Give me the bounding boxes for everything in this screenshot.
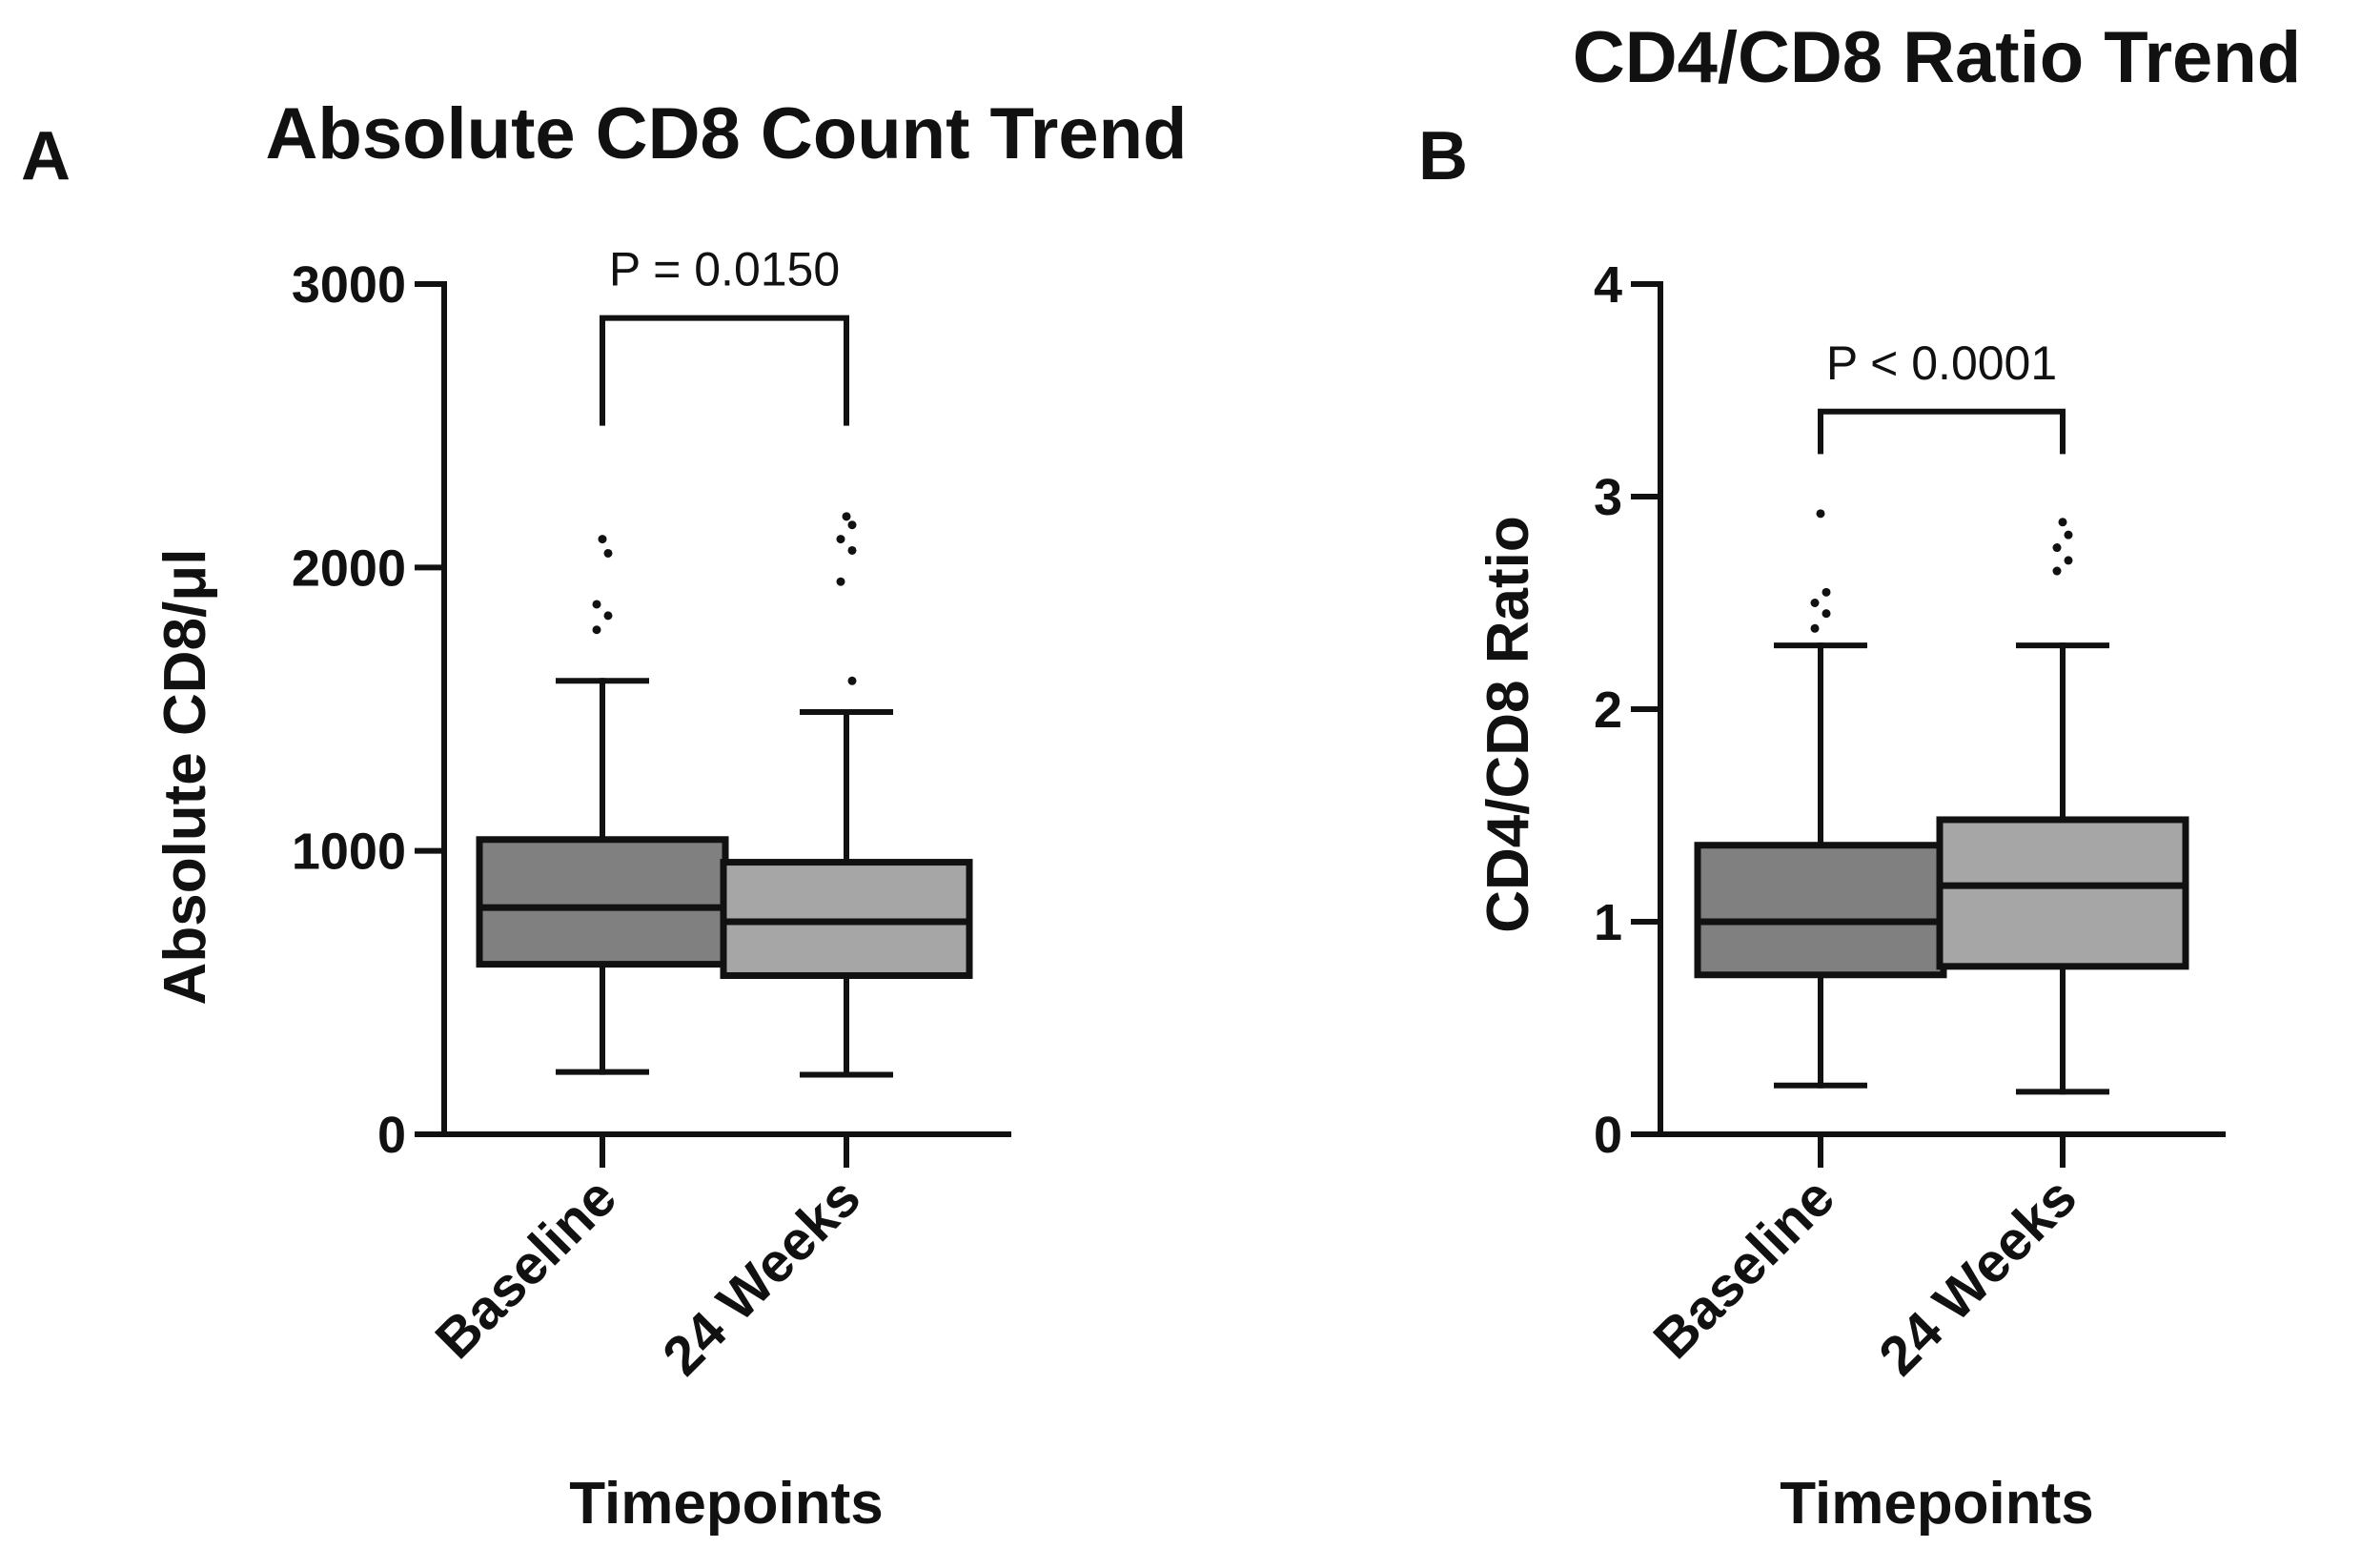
chart-a-outlier-point bbox=[598, 535, 607, 544]
chart-a-box bbox=[476, 836, 729, 968]
chart-b-box bbox=[1694, 842, 1947, 979]
chart-b-x-axis-label: Timepoints bbox=[1780, 1471, 2094, 1537]
chart-b-outlier-point bbox=[1810, 599, 1820, 607]
chart-b-outlier-point bbox=[2058, 518, 2067, 527]
chart-a-outlier-point bbox=[603, 611, 613, 621]
chart-b-outlier-point bbox=[2064, 530, 2073, 540]
chart-b-outlier-point bbox=[1822, 587, 1831, 597]
chart-b-plot: 0 1 2 3 4 Baseline 24 Weeks P < 0.0001 bbox=[1594, 256, 2226, 1387]
chart-a-outlier-point bbox=[847, 520, 857, 530]
chart-a-outlier-point bbox=[847, 545, 857, 555]
chart-b-outlier-point bbox=[1816, 509, 1825, 519]
chart-b-significance-bracket bbox=[1818, 408, 2066, 455]
chart-a-y-tick-label: 3000 bbox=[292, 256, 406, 314]
chart-a-y-tick-label: 0 bbox=[377, 1107, 406, 1164]
chart-b-outlier-point bbox=[1822, 609, 1831, 619]
panel-letter-a: A bbox=[21, 118, 71, 194]
chart-b-y-tick-label: 0 bbox=[1594, 1107, 1622, 1164]
chart-a-x-tick-label: Baseline bbox=[424, 1166, 629, 1371]
chart-a-outlier-point bbox=[836, 577, 845, 586]
chart-a-plot: 0 1000 2000 3000 Baseline 24 Weeks P = 0.0150 bbox=[292, 243, 1011, 1387]
chart-a-x-axis-label: Timepoints bbox=[569, 1471, 884, 1537]
chart-a-outlier-point bbox=[847, 676, 857, 685]
chart-b-x-tick-label: Baseline bbox=[1642, 1166, 1847, 1371]
chart-a-y-tick-label: 1000 bbox=[292, 824, 406, 881]
chart-b-y-axis-label: CD4/CD8 Ratio bbox=[1476, 516, 1541, 933]
chart-a-outlier-point bbox=[836, 535, 845, 544]
panel-letter-b: B bbox=[1418, 118, 1468, 194]
chart-b-x-tick-label: 24 Weeks bbox=[1867, 1166, 2088, 1387]
chart-a-significance-bracket bbox=[600, 315, 849, 426]
chart-b-y-tick-label: 3 bbox=[1594, 469, 1622, 526]
chart-b-title: CD4/CD8 Ratio Trend bbox=[1573, 17, 2301, 98]
chart-a-outlier-point bbox=[603, 548, 613, 558]
chart-a-y-tick-label: 2000 bbox=[292, 540, 406, 597]
chart-a-outlier-point bbox=[592, 600, 601, 609]
chart-b-outlier-point bbox=[2052, 566, 2062, 576]
chart-b-box bbox=[1936, 816, 2189, 970]
chart-b-y-tick-label: 4 bbox=[1594, 256, 1622, 314]
chart-a-outlier-point bbox=[592, 625, 601, 635]
chart-b-outlier-point bbox=[2052, 543, 2062, 553]
chart-a-x-tick-label: 24 Weeks bbox=[651, 1166, 872, 1387]
chart-a-y-axis-label: Absolute CD8/μl bbox=[153, 549, 218, 1006]
chart-a-p-value-label: P = 0.0150 bbox=[609, 243, 840, 296]
chart-b-y-tick-label: 1 bbox=[1594, 894, 1622, 951]
chart-b-y-tick-label: 2 bbox=[1594, 682, 1622, 739]
chart-b-outlier-point bbox=[1810, 623, 1820, 633]
chart-b-p-value-label: P < 0.0001 bbox=[1826, 336, 2057, 390]
chart-a-outlier-point bbox=[842, 512, 851, 521]
chart-a-title: Absolute CD8 Count Trend bbox=[266, 93, 1188, 174]
chart-b-outlier-point bbox=[2064, 556, 2073, 565]
